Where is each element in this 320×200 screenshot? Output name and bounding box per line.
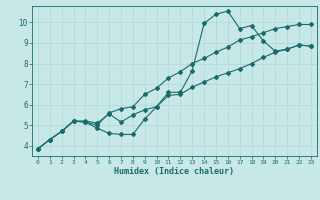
X-axis label: Humidex (Indice chaleur): Humidex (Indice chaleur) <box>115 167 234 176</box>
